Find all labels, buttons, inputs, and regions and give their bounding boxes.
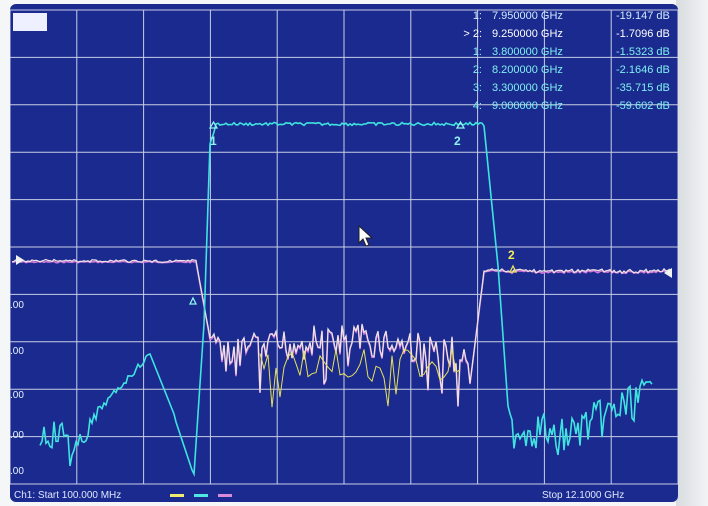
- transmission-trace-cyan: [39, 121, 653, 477]
- channel-label[interactable]: [13, 13, 47, 31]
- reflection-trace-white: [11, 258, 671, 407]
- y-tick-label: .00: [10, 466, 24, 477]
- marker-value: -35.715 dB: [616, 82, 670, 94]
- marker-row[interactable]: 1: 7.950000 GHz -19.147 dB: [448, 10, 678, 24]
- marker-id: 1:: [472, 10, 482, 22]
- marker-value: -1.7096 dB: [616, 28, 670, 40]
- trace-marker-label-1: 1: [210, 134, 217, 148]
- marker-id: 3:: [472, 82, 482, 94]
- trace-legend-swatch: [218, 494, 232, 497]
- trace-group: [11, 121, 671, 477]
- y-tick-label: .00: [10, 346, 24, 357]
- marker-row[interactable]: 2: 8.200000 GHz -2.1646 dB: [448, 64, 678, 78]
- marker-frequency: 3.300000 GHz: [492, 82, 563, 94]
- sweep-stop-label: Stop 12.1000 GHz: [542, 490, 625, 501]
- marker-frequency: 9.000000 GHz: [492, 100, 563, 112]
- marker-row-active[interactable]: > 2: 9.250000 GHz -1.7096 dB: [448, 28, 678, 42]
- analyzer-screen: .00 .00 .00 .00 .00 1 2 2 1: 7.950000 GH…: [10, 4, 678, 502]
- reflection-trace-yellow: [259, 349, 461, 408]
- marker-frequency: 7.950000 GHz: [492, 10, 563, 22]
- marker-frequency: 9.250000 GHz: [492, 28, 563, 40]
- trace-marker-label-3: 2: [508, 248, 515, 262]
- trace-marker-4-triangle: [508, 264, 518, 273]
- marker-id: > 2:: [463, 28, 482, 40]
- trace-marker-3-triangle: [188, 296, 198, 305]
- y-tick-label: .00: [10, 300, 24, 311]
- y-tick-label: .00: [10, 430, 24, 441]
- trace-legend-swatch: [194, 494, 208, 497]
- marker-frequency: 8.200000 GHz: [492, 64, 563, 76]
- mouse-pointer-icon: [358, 225, 374, 247]
- marker-row[interactable]: 1: 3.800000 GHz -1.5323 dB: [448, 46, 678, 60]
- marker-value: -19.147 dB: [616, 10, 670, 22]
- y-tick-label: .00: [10, 390, 24, 401]
- trace-marker-label-2: 2: [454, 134, 461, 148]
- marker-id: 1:: [472, 46, 482, 58]
- trace-marker-2-triangle: [455, 120, 466, 129]
- sweep-start-label: Ch1: Start 100.000 MHz: [14, 490, 122, 501]
- marker-value: -2.1646 dB: [616, 64, 670, 76]
- marker-value: -59.602 dB: [616, 100, 670, 112]
- reference-marker-right: [664, 268, 672, 278]
- monitor-bezel: [676, 0, 708, 506]
- marker-value: -1.5323 dB: [616, 46, 670, 58]
- reference-marker-left: [16, 255, 24, 265]
- trace-marker-1-triangle: [208, 120, 219, 129]
- marker-frequency: 3.800000 GHz: [492, 46, 563, 58]
- marker-row[interactable]: 3: 3.300000 GHz -35.715 dB: [448, 82, 678, 96]
- marker-id: 4:: [472, 100, 482, 112]
- marker-id: 2:: [472, 64, 482, 76]
- measurement-plot: [10, 9, 678, 485]
- marker-row[interactable]: 4: 9.000000 GHz -59.602 dB: [448, 100, 678, 114]
- trace-legend-swatch: [170, 494, 184, 497]
